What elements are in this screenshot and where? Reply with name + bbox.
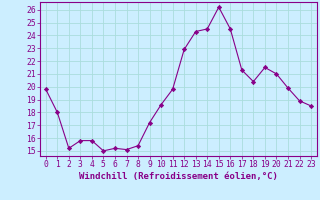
X-axis label: Windchill (Refroidissement éolien,°C): Windchill (Refroidissement éolien,°C)	[79, 172, 278, 181]
